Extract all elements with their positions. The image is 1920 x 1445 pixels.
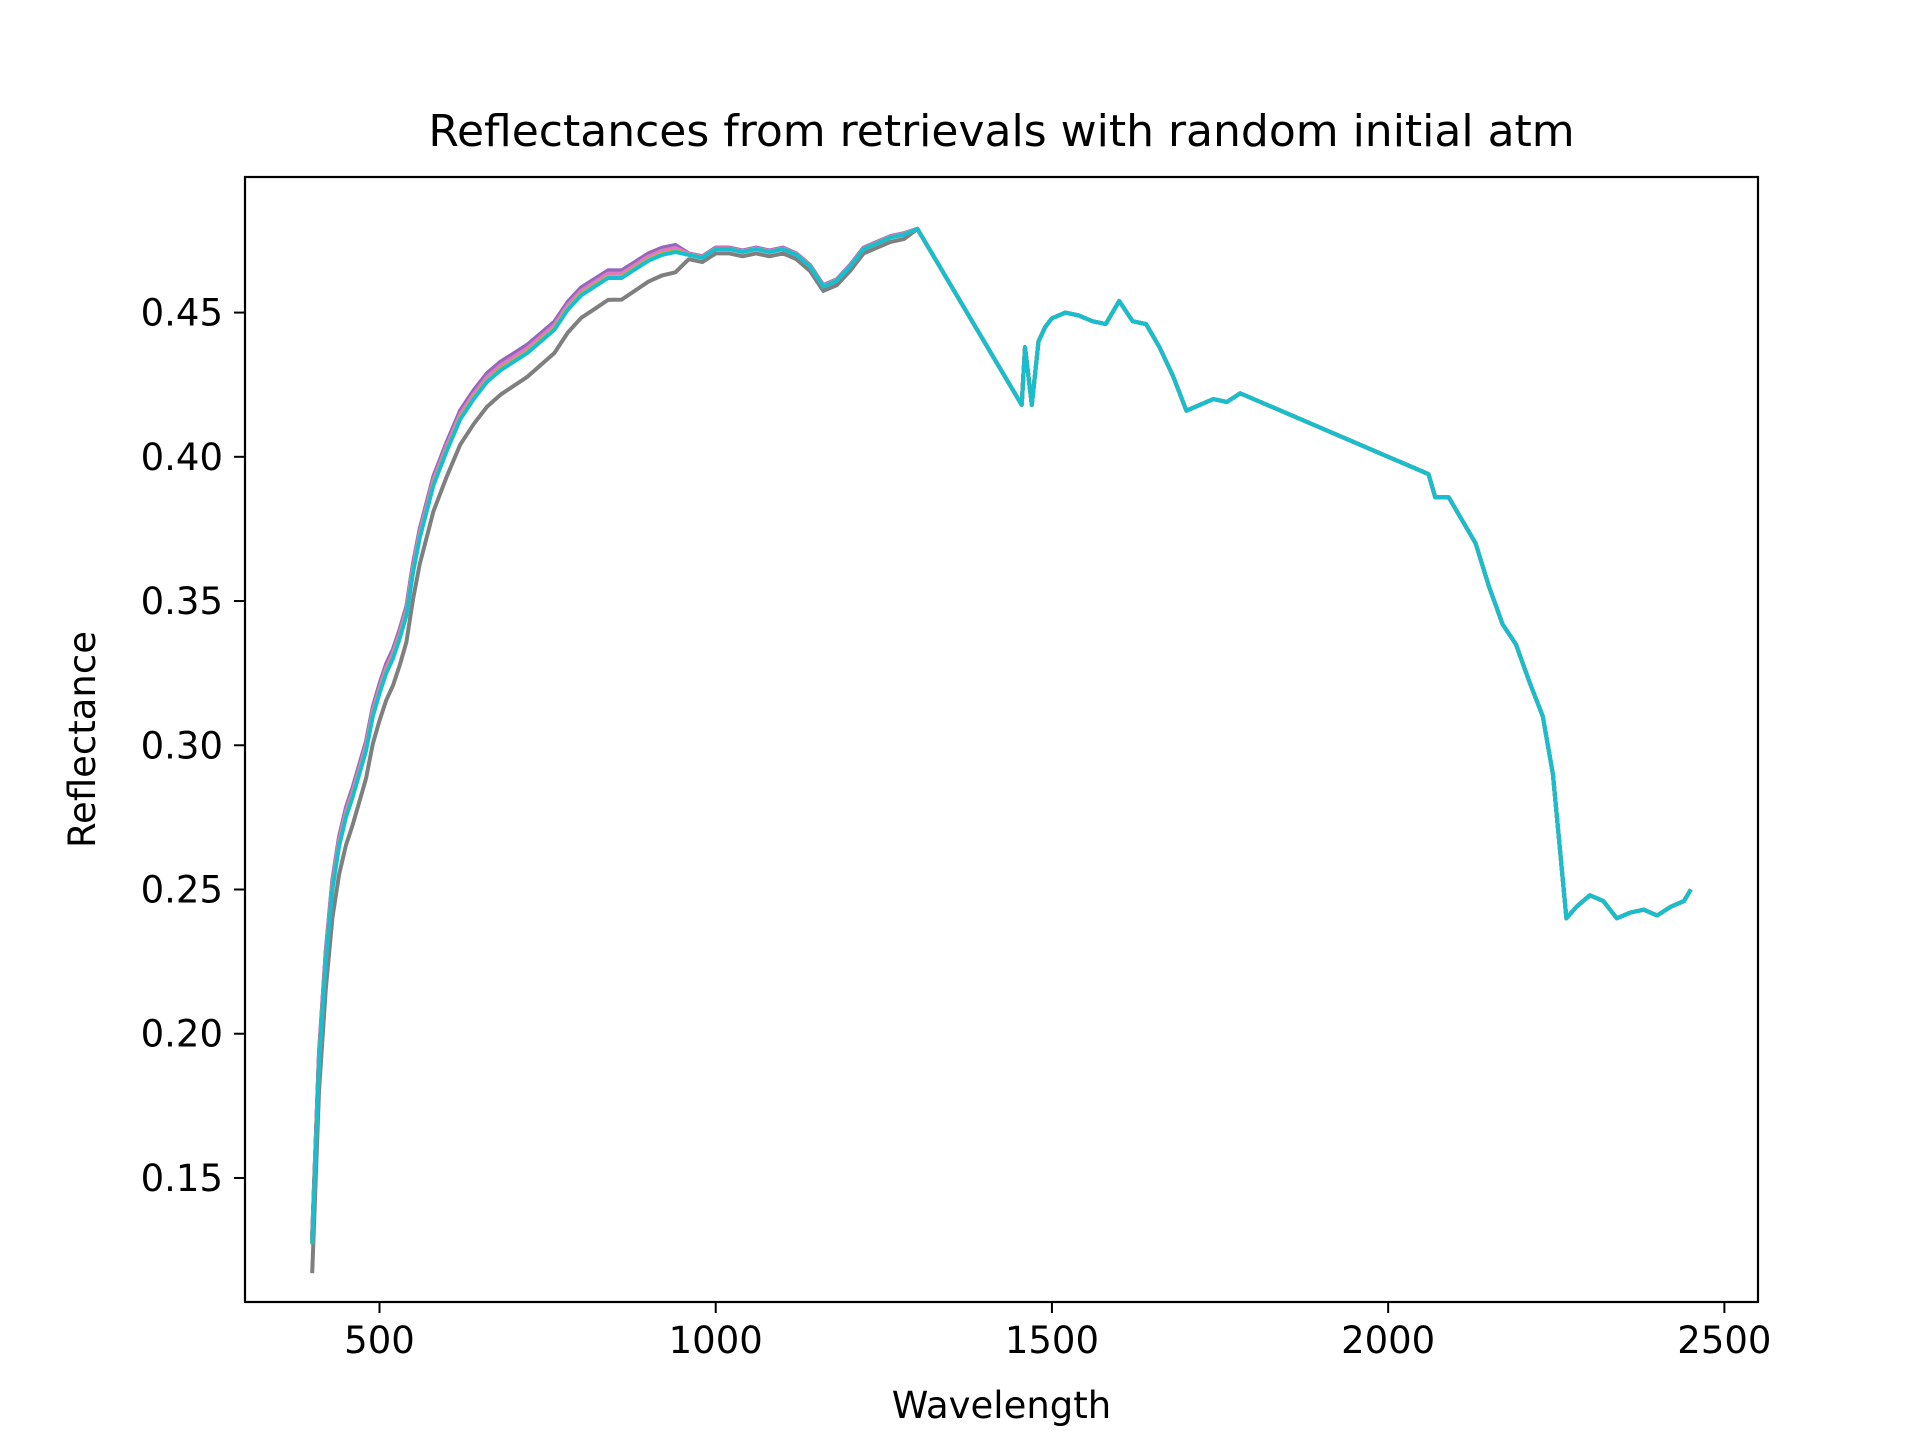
- y-axis-label: Reflectance: [61, 631, 104, 848]
- series-line-8: [310, 226, 1693, 1274]
- series-line-5: [310, 226, 1693, 1235]
- x-axis: 500 1000 1500 2000 2500: [344, 1302, 1771, 1362]
- plot-frame: [243, 175, 1760, 1304]
- y-tick-label: 0.35: [141, 580, 223, 623]
- y-tick-label: 0.15: [141, 1157, 223, 1200]
- series-line-10: [310, 226, 1693, 1245]
- x-axis-label: Wavelength: [892, 1384, 1112, 1427]
- x-tick-label: 1500: [1005, 1319, 1099, 1362]
- y-tick-label: 0.25: [141, 869, 223, 912]
- y-tick-label: 0.45: [141, 292, 223, 335]
- chart-title: Reflectances from retrievals with random…: [428, 106, 1574, 157]
- y-tick-label: 0.40: [141, 436, 223, 479]
- y-tick-label: 0.20: [141, 1013, 223, 1056]
- x-tick-label: 2500: [1677, 1319, 1771, 1362]
- y-axis: 0.15 0.20 0.25 0.30 0.35 0.40 0.45: [141, 292, 245, 1200]
- y-tick-label: 0.30: [141, 724, 223, 767]
- x-tick-label: 2000: [1341, 1319, 1435, 1362]
- series-line-4: [310, 226, 1693, 1236]
- x-tick-label: 1000: [669, 1319, 763, 1362]
- series-layer: [310, 226, 1693, 1274]
- x-tick-label: 500: [344, 1319, 415, 1362]
